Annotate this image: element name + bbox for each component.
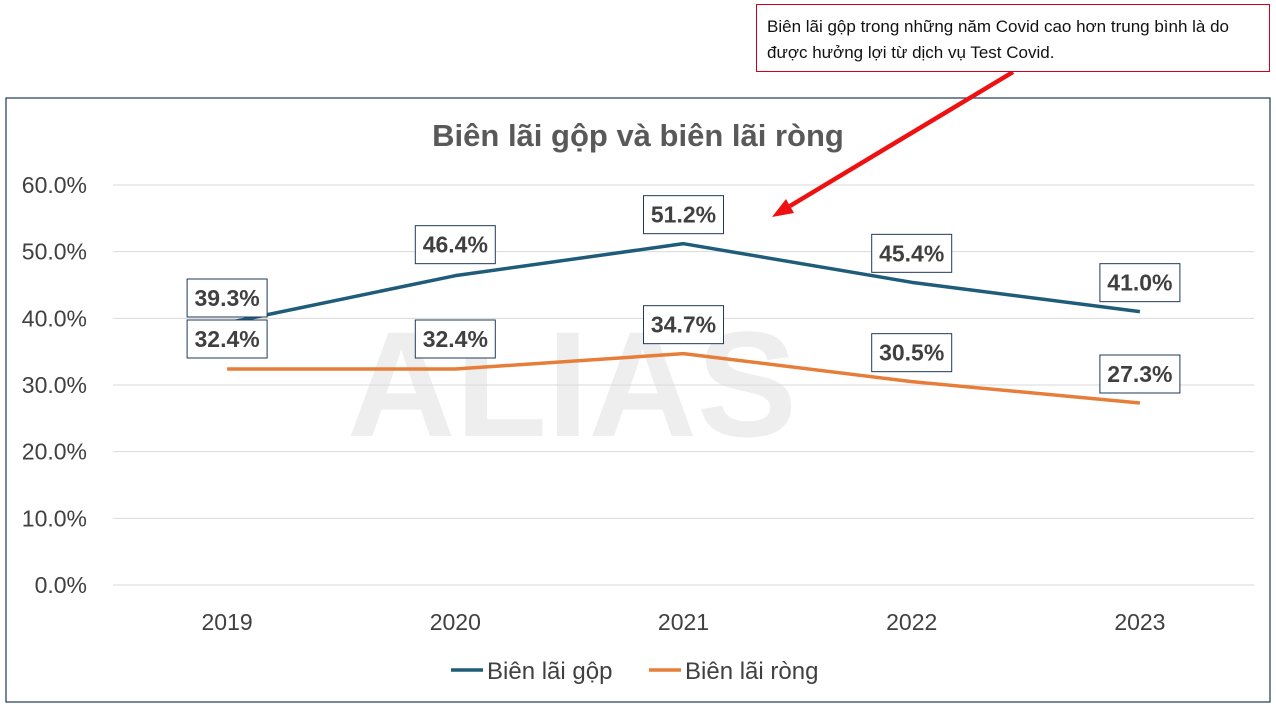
data-label-text: 45.4% [879,240,944,266]
y-tick-label: 40.0% [22,305,87,331]
x-tick-label: 2023 [1114,609,1165,635]
data-label-text: 27.3% [1107,361,1172,387]
arrow-shaft [788,70,1015,208]
y-tick-label: 20.0% [22,439,87,465]
data-label-gross: 46.4% [414,225,496,265]
data-label-gross: 41.0% [1099,263,1181,303]
y-axis-ticks: 0.0% 10.0% 20.0% 30.0% 40.0% 50.0% 60.0% [22,172,87,598]
series-line-gross [226,241,1141,325]
legend-label-net: Biên lãi ròng [685,658,818,685]
data-label-net: 32.4% [414,319,496,359]
data-label-box [414,319,496,359]
data-label-net: 27.3% [1099,354,1181,394]
data-label-box [1099,263,1181,303]
annotation-callout: Biên lãi gộp trong những năm Covid cao h… [756,4,1270,72]
legend: Biên lãi gộp Biên lãi ròng [451,658,818,685]
data-labels: 39.3% 46.4% 51.2% 45.4% 41.0% 32.4% 32.4% 34.7%… [186,195,1181,394]
series-line-net [227,351,1141,405]
y-tick-label: 60.0% [22,172,87,198]
series-lines [226,241,1141,405]
annotation-arrow [772,70,1015,217]
data-label-gross: 45.4% [871,233,953,273]
watermark: ALIAS [347,300,797,468]
data-label-box [871,233,953,273]
data-label-text: 41.0% [1107,270,1172,296]
y-tick-label: 10.0% [22,505,87,531]
data-label-box [1099,354,1181,394]
data-label-text: 51.2% [651,202,716,228]
data-label-text: 32.4% [194,326,259,352]
data-label-text: 39.3% [194,285,259,311]
data-label-box [186,278,268,318]
data-label-gross: 39.3% [186,278,268,318]
data-label-box [643,195,724,235]
data-label-box [643,305,724,345]
data-label-box [871,333,953,373]
data-label-gross: 51.2% [643,195,724,235]
data-label-net: 32.4% [186,319,268,359]
chart-title: Biên lãi gộp và biên lãi ròng [432,118,844,153]
chart-frame [5,97,1271,703]
arrow-head [772,199,794,217]
legend-label-gross: Biên lãi gộp [487,658,612,685]
x-tick-label: 2022 [886,609,937,635]
data-label-text: 46.4% [423,232,488,258]
data-label-text: 32.4% [423,326,488,352]
data-label-text: 34.7% [651,312,716,338]
data-label-net: 30.5% [871,333,953,373]
y-tick-label: 50.0% [22,239,87,265]
y-tick-label: 30.0% [22,372,87,398]
x-axis-ticks: 2019 2020 2021 2022 2023 [202,609,1166,635]
x-tick-label: 2021 [658,609,709,635]
data-label-box [414,225,496,265]
data-label-text: 30.5% [879,340,944,366]
y-tick-label: 0.0% [35,572,87,598]
data-label-box [186,319,268,359]
data-label-net: 34.7% [643,305,724,345]
x-tick-label: 2019 [202,609,253,635]
x-tick-label: 2020 [430,609,481,635]
